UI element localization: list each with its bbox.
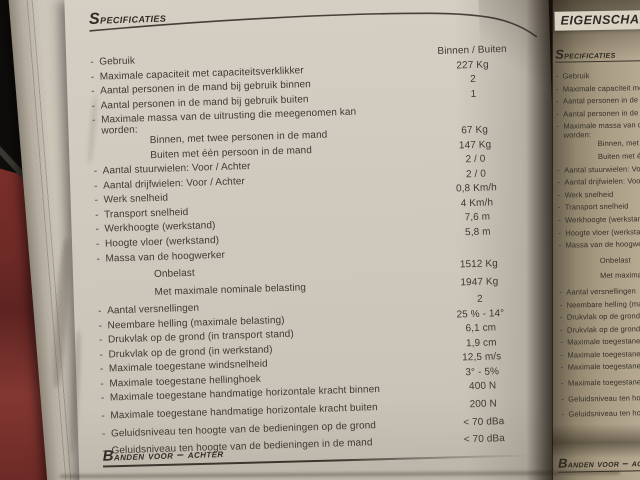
bullet-dash: - — [101, 410, 106, 422]
spec-value: 2 — [470, 73, 477, 86]
bullet-dash: - — [100, 393, 105, 405]
bullet-dash: - — [95, 238, 100, 250]
spec-value: Binnen / Buiten — [437, 43, 507, 58]
bullet-dash: - — [96, 253, 101, 265]
spec-value: 4 Km/h — [460, 197, 494, 210]
spec-value: < 70 dBa — [463, 415, 505, 428]
spec-value: 7,6 m — [464, 211, 491, 224]
spec-value: 1 — [470, 88, 477, 100]
specification-list-right: - Gebruik Binnen / Buiten - Maximale cap… — [555, 64, 640, 422]
right-page-content: EIGENSCHAPPEN 10 Specificaties - Gebruik… — [554, 4, 640, 422]
bullet-dash: - — [99, 364, 104, 376]
chapter-header-label: EIGENSCHAPPEN 10 — [554, 9, 640, 31]
spec-value: 1947 Kg — [460, 275, 499, 289]
spec-row: - Gebruik Binnen / Buiten — [555, 64, 640, 84]
bullet-dash: - — [93, 166, 98, 178]
specification-list: - Gebruik Binnen / Buiten - Maximale cap… — [90, 43, 552, 461]
spec-value: 5,8 m — [464, 226, 491, 239]
bullet-dash: - — [98, 334, 103, 347]
spec-value: 2 / 0 — [465, 153, 486, 166]
spec-value: 3° - 5% — [465, 366, 500, 379]
bullet-dash: - — [97, 305, 102, 318]
bullet-dash: - — [90, 71, 95, 83]
section-title-banden: Banden voor – achter — [102, 445, 224, 465]
bullet-dash: - — [94, 209, 99, 221]
spec-value: 2 / 0 — [465, 168, 487, 181]
bullet-dash: - — [99, 349, 104, 361]
spec-label: Gebruik — [562, 71, 590, 81]
spec-value: 67 Kg — [461, 124, 489, 137]
page-gutter-shadow — [526, 0, 553, 480]
manual-left-page: Specificaties - Gebruik Binnen / Buiten … — [64, 0, 564, 480]
section-title-banden-right: Banden voor – achter — [557, 454, 640, 473]
spec-value: 200 N — [469, 398, 498, 411]
spec-value: 227 Kg — [456, 58, 489, 71]
bullet-dash: - — [95, 224, 100, 236]
spec-value: 12,5 m/s — [462, 351, 502, 364]
manual-right-page: EIGENSCHAPPEN 10 Specificaties - Gebruik… — [552, 0, 640, 480]
spec-value: 1,9 cm — [465, 337, 497, 350]
left-page-content: Specificaties - Gebruik Binnen / Buiten … — [89, 0, 554, 480]
spec-value: 25 % - 14° — [456, 307, 505, 321]
bullet-dash: - — [100, 378, 105, 390]
spec-value: 1512 Kg — [459, 258, 498, 271]
bullet-dash: - — [94, 195, 99, 207]
bullet-dash: - — [94, 180, 98, 192]
bullet-dash: - — [90, 56, 94, 68]
spec-value: 147 Kg — [458, 139, 492, 152]
bullet-dash: - — [101, 428, 106, 440]
spec-value: 400 N — [468, 380, 497, 393]
spec-value: 0,8 Km/h — [455, 182, 498, 195]
spec-value — [418, 109, 530, 113]
spec-value: 6,1 cm — [465, 322, 497, 335]
section-title-specificaties-right: Specificaties — [555, 44, 640, 63]
bullet-dash: - — [98, 320, 103, 332]
spec-value: 2 — [476, 293, 483, 306]
spec-value — [422, 248, 534, 252]
